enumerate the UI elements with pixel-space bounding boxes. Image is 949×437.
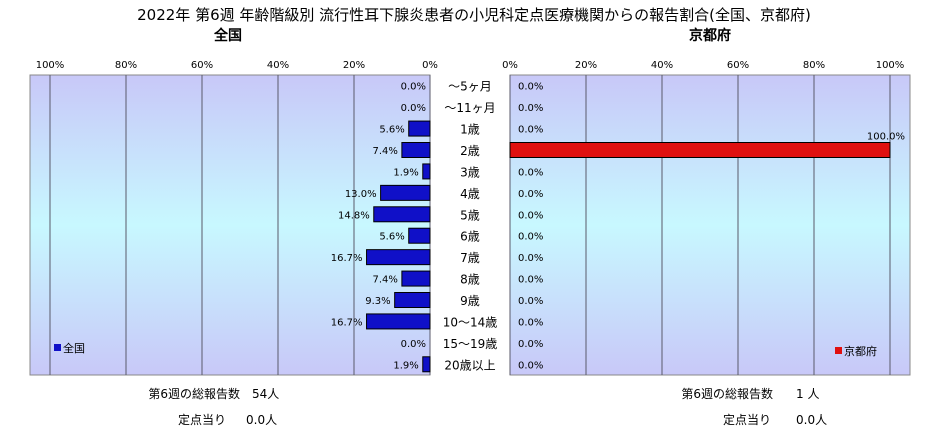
- kyoto-data-label: 0.0%: [518, 360, 543, 371]
- category-label: ～5ヶ月: [448, 80, 492, 94]
- kyoto-bar: [509, 142, 891, 158]
- national-data-label: 7.4%: [372, 275, 397, 286]
- kyoto-data-label: 0.0%: [518, 232, 543, 243]
- national-bar: [408, 120, 431, 137]
- national-total-value: 54人: [252, 387, 279, 401]
- national-x-tick-label: 20%: [343, 60, 365, 71]
- national-data-label: 5.6%: [379, 125, 404, 136]
- category-label: 15～19歳: [443, 337, 498, 351]
- national-bar: [366, 249, 431, 266]
- national-data-label: 0.0%: [401, 103, 426, 114]
- national-data-label: 0.0%: [401, 339, 426, 350]
- category-label: 7歳: [460, 251, 480, 265]
- national-data-label: 16.7%: [331, 253, 363, 264]
- national-data-label: 5.6%: [379, 232, 404, 243]
- national-data-label: 1.9%: [393, 167, 418, 178]
- national-panel-title: 全国: [213, 27, 242, 44]
- kyoto-data-label: 100.0%: [867, 132, 905, 143]
- kyoto-x-tick-label: 80%: [803, 60, 825, 71]
- kyoto-per-value: 0.0人: [796, 413, 827, 427]
- national-bar: [366, 313, 431, 330]
- national-legend-swatch: [54, 344, 61, 351]
- national-x-tick-label: 100%: [36, 60, 65, 71]
- national-bar: [373, 206, 431, 223]
- national-per-label: 定点当り: [178, 412, 226, 427]
- national-x-tick-label: 40%: [267, 60, 289, 71]
- national-bar: [380, 184, 431, 201]
- category-label: 2歳: [460, 144, 480, 158]
- national-total-label: 第6週の総報告数: [148, 386, 240, 401]
- national-bar: [394, 292, 431, 308]
- kyoto-x-tick-label: 0%: [502, 60, 518, 71]
- national-bar: [408, 227, 431, 244]
- national-plot-area: [29, 74, 431, 376]
- category-label: 4歳: [460, 187, 480, 201]
- national-bar: [401, 270, 431, 287]
- national-bar: [422, 356, 431, 373]
- category-label: 1歳: [460, 123, 480, 137]
- national-data-label: 14.8%: [338, 210, 370, 221]
- national-x-tick-label: 0%: [422, 60, 438, 71]
- kyoto-x-tick-label: 60%: [727, 60, 749, 71]
- national-legend-label: 全国: [63, 341, 85, 355]
- category-label: 3歳: [460, 165, 480, 179]
- category-label: ～11ヶ月: [444, 101, 495, 115]
- national-data-label: 9.3%: [365, 296, 390, 307]
- category-label: 5歳: [460, 208, 480, 222]
- kyoto-data-label: 0.0%: [518, 253, 543, 264]
- category-label: 6歳: [460, 230, 480, 244]
- kyoto-per-label: 定点当り: [723, 412, 771, 427]
- kyoto-total-label: 第6週の総報告数: [681, 386, 773, 401]
- kyoto-data-label: 0.0%: [518, 296, 543, 307]
- national-data-label: 13.0%: [345, 189, 377, 200]
- kyoto-data-label: 0.0%: [518, 167, 543, 178]
- national-bar: [401, 142, 431, 158]
- national-data-label: 1.9%: [393, 360, 418, 371]
- kyoto-data-label: 0.0%: [518, 189, 543, 200]
- national-data-label: 7.4%: [372, 146, 397, 157]
- chart-title: 2022年 第6週 年齢階級別 流行性耳下腺炎患者の小児科定点医療機関からの報告…: [137, 6, 811, 24]
- kyoto-x-tick-label: 100%: [876, 60, 905, 71]
- kyoto-panel-title: 京都府: [689, 27, 731, 44]
- national-data-label: 0.0%: [401, 82, 426, 93]
- national-x-tick-label: 80%: [115, 60, 137, 71]
- kyoto-x-tick-label: 20%: [575, 60, 597, 71]
- kyoto-plot-area: [509, 74, 911, 376]
- national-data-label: 16.7%: [331, 317, 363, 328]
- national-per-value: 0.0人: [246, 413, 277, 427]
- kyoto-data-label: 0.0%: [518, 103, 543, 114]
- national-bar: [422, 163, 431, 180]
- national-x-tick-label: 60%: [191, 60, 213, 71]
- category-label: 10～14歳: [443, 315, 498, 329]
- kyoto-legend-label: 京都府: [844, 344, 877, 358]
- kyoto-x-tick-label: 40%: [651, 60, 673, 71]
- national-legend: 全国: [54, 341, 85, 355]
- kyoto-data-label: 0.0%: [518, 275, 543, 286]
- kyoto-data-label: 0.0%: [518, 125, 543, 136]
- kyoto-data-label: 0.0%: [518, 339, 543, 350]
- kyoto-legend-swatch: [835, 347, 842, 354]
- kyoto-data-label: 0.0%: [518, 317, 543, 328]
- kyoto-legend: 京都府: [835, 344, 877, 358]
- category-label: 20歳以上: [444, 358, 495, 372]
- kyoto-data-label: 0.0%: [518, 82, 543, 93]
- kyoto-total-value: 1 人: [796, 387, 819, 401]
- category-label: 9歳: [460, 294, 480, 308]
- kyoto-data-label: 0.0%: [518, 210, 543, 221]
- category-label: 8歳: [460, 273, 480, 287]
